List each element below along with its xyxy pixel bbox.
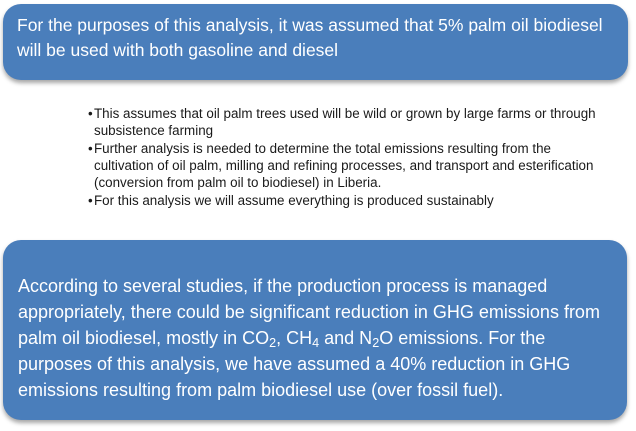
bullet-list: This assumes that oil palm trees used wi… [88,105,608,210]
reduction-box: According to several studies, if the pro… [3,240,627,420]
bullet-item: For this analysis we will assume everyth… [88,192,608,209]
reduction-text-sep2: and N [319,328,373,348]
reduction-text-end: O emissions. For the purposes of this an… [18,328,571,400]
bullet-item: Further analysis is needed to determine … [88,140,608,191]
bullet-item: This assumes that oil palm trees used wi… [88,105,608,139]
assumption-box: For the purposes of this analysis, it wa… [3,4,628,80]
reduction-text-sep1: , CH [276,328,313,348]
reduction-text-start: According to several studies, if the pro… [18,276,600,348]
assumption-text: For the purposes of this analysis, it wa… [17,15,603,60]
ch4-subscript: 4 [312,336,320,351]
co2-subscript: 2 [269,336,277,351]
n2o-subscript: 2 [372,336,380,351]
